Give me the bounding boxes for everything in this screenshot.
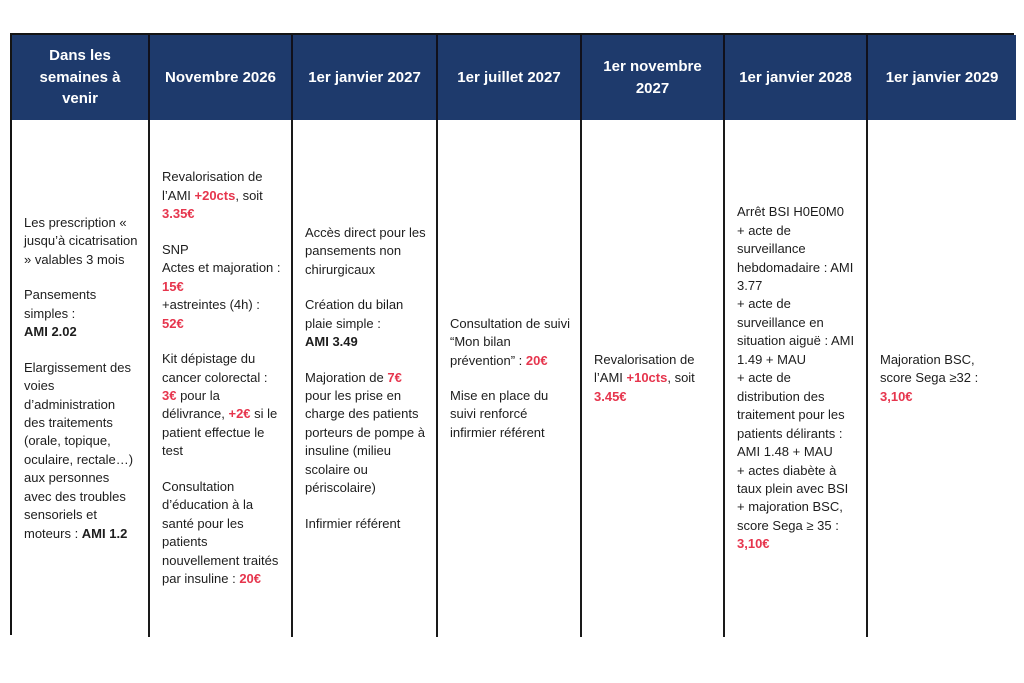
cell-paragraph: Majoration de 7€ pour les prise en charg…: [305, 369, 426, 498]
text-segment: pour la délivrance,: [162, 388, 229, 422]
column-header-5: 1er janvier 2028: [725, 35, 868, 120]
text-segment: Kit dépistage du cancer colorectal :: [162, 351, 272, 385]
cell-paragraph: Elargissement des voies d’administration…: [24, 359, 138, 544]
text-segment: pour les prise en charge des patients po…: [305, 369, 429, 496]
highlighted-amount: 3,10€: [880, 388, 913, 404]
highlighted-amount: 15€: [162, 278, 184, 294]
text-segment: Majoration de: [305, 369, 388, 385]
text-segment: Elargissement des voies d’administration…: [24, 359, 137, 541]
cell-paragraph: Consultation de suivi “Mon bilan prévent…: [450, 315, 570, 370]
cell-paragraph: Infirmier référent: [305, 515, 426, 533]
cell-paragraph: Accès direct pour les pansements non chi…: [305, 224, 426, 279]
column-cell-2: Accès direct pour les pansements non chi…: [293, 120, 438, 637]
highlighted-amount: 3.35€: [162, 206, 195, 222]
cell-paragraph: Kit dépistage du cancer colorectal : 3€ …: [162, 350, 281, 461]
text-segment: si le patient effectue le test: [162, 406, 281, 459]
highlighted-amount: 20€: [239, 571, 262, 587]
text-segment: Arrêt BSI H0E0M0 + acte de surveillance …: [737, 204, 855, 533]
text-segment: Consultation de suivi “Mon bilan prévent…: [450, 315, 574, 368]
text-segment: , soit: [235, 187, 267, 203]
text-segment: Majoration BSC, score Sega ≥32 :: [880, 351, 979, 386]
text-segment: Consultation d’éducation à la santé pour…: [162, 478, 282, 587]
bold-code: AMI 2.02: [24, 324, 77, 340]
cell-paragraph: Création du bilan plaie simple : AMI 3.4…: [305, 296, 426, 351]
text-segment: , soit: [667, 370, 699, 386]
cell-paragraph: Revalorisation de l’AMI +10cts, soit 3.4…: [594, 351, 713, 406]
highlighted-amount: 3,10€: [737, 536, 770, 552]
highlighted-amount: +2€: [228, 406, 251, 422]
column-cell-0: Les prescription « jusqu’à cicatrisation…: [12, 120, 150, 637]
timeline-table: Dans les semaines à venir Novembre 2026 1e…: [10, 33, 1016, 637]
text-segment: +astreintes (4h) :: [162, 297, 260, 313]
highlighted-amount: 3€: [162, 388, 177, 403]
highlighted-amount: 52€: [162, 315, 184, 331]
column-header-2: 1er janvier 2027: [293, 35, 438, 120]
column-cell-1: Revalorisation de l’AMI +20cts, soit 3.3…: [150, 120, 293, 637]
highlighted-amount: 7€: [387, 369, 402, 385]
cell-paragraph: Arrêt BSI H0E0M0 + acte de surveillance …: [737, 203, 856, 554]
text-segment: SNP Actes et majoration :: [162, 241, 281, 276]
cell-paragraph: Consultation d’éducation à la santé pour…: [162, 478, 281, 589]
column-cell-5: Arrêt BSI H0E0M0 + acte de surveillance …: [725, 120, 868, 637]
text-segment: Création du bilan plaie simple :: [305, 297, 404, 331]
text-segment: Revalorisation de l’AMI: [594, 351, 699, 386]
highlighted-amount: 3.45€: [594, 388, 627, 404]
bold-code: AMI 1.2: [81, 525, 128, 541]
column-header-6: 1er janvier 2029: [868, 35, 1016, 120]
text-segment: Infirmier référent: [305, 515, 401, 531]
highlighted-amount: 20€: [525, 352, 548, 368]
cell-paragraph: Mise en place du suivi renforcé infirmie…: [450, 387, 570, 442]
column-header-0: Dans les semaines à venir: [12, 35, 150, 120]
text-segment: Pansements simples :: [24, 287, 97, 321]
column-header-3: 1er juillet 2027: [438, 35, 582, 120]
text-segment: Accès direct pour les pansements non chi…: [305, 224, 430, 277]
column-header-4: 1er novembre 2027: [582, 35, 725, 120]
text-segment: Mise en place du suivi renforcé infirmie…: [450, 388, 552, 440]
highlighted-amount: +10cts: [626, 370, 668, 386]
cell-paragraph: Majoration BSC, score Sega ≥32 : 3,10€: [880, 351, 1006, 406]
highlighted-amount: +20cts: [194, 187, 236, 203]
cell-paragraph: SNP Actes et majoration : 15€ +astreinte…: [162, 241, 281, 333]
cell-paragraph: Pansements simples : AMI 2.02: [24, 286, 138, 341]
column-header-1: Novembre 2026: [150, 35, 293, 120]
column-cell-3: Consultation de suivi “Mon bilan prévent…: [438, 120, 582, 637]
cell-paragraph: Revalorisation de l’AMI +20cts, soit 3.3…: [162, 168, 281, 223]
bold-code: AMI 3.49: [305, 334, 358, 350]
column-cell-6: Majoration BSC, score Sega ≥32 : 3,10€: [868, 120, 1016, 637]
text-segment: Les prescription « jusqu’à cicatrisation…: [24, 214, 142, 267]
cell-paragraph: Les prescription « jusqu’à cicatrisation…: [24, 214, 138, 269]
column-cell-4: Revalorisation de l’AMI +10cts, soit 3.4…: [582, 120, 725, 637]
text-segment: Revalorisation de l’AMI: [162, 169, 267, 203]
